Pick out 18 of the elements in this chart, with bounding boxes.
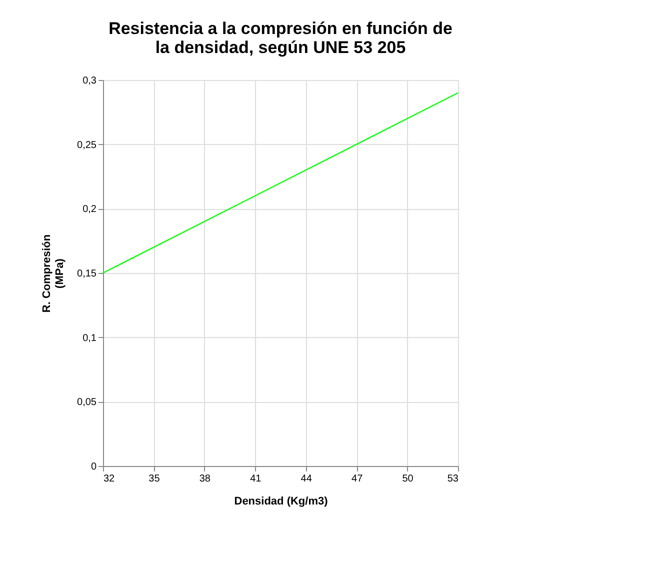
y-tick-label: 0,15 xyxy=(77,268,97,280)
y-tick-label: 0,3 xyxy=(82,76,97,86)
chart-title: Resistencia a la compresión en función de la densidad, según UNE 53 205 xyxy=(108,19,452,57)
x-tick-label: 50 xyxy=(402,474,414,484)
y-tick-label: 0,25 xyxy=(77,140,97,151)
y-tick-label: 0 xyxy=(90,462,97,472)
x-axis-title: Densidad (Kg/m3) xyxy=(234,496,328,508)
x-tick-label: 53 xyxy=(447,474,459,484)
x-tick-label: 35 xyxy=(148,474,160,484)
x-tick-label: 41 xyxy=(250,474,262,484)
x-tick-label: 47 xyxy=(352,474,364,484)
x-tick-label: 38 xyxy=(199,474,211,484)
y-tick-label: 0,2 xyxy=(82,204,97,216)
x-tick-label: 44 xyxy=(300,474,312,484)
y-tick-label: 0,05 xyxy=(77,397,97,408)
y-axis-title: R. Compresión (MPa) xyxy=(41,234,66,313)
x-tick-label: 32 xyxy=(104,474,116,484)
y-tick-label: 0,1 xyxy=(82,332,97,344)
